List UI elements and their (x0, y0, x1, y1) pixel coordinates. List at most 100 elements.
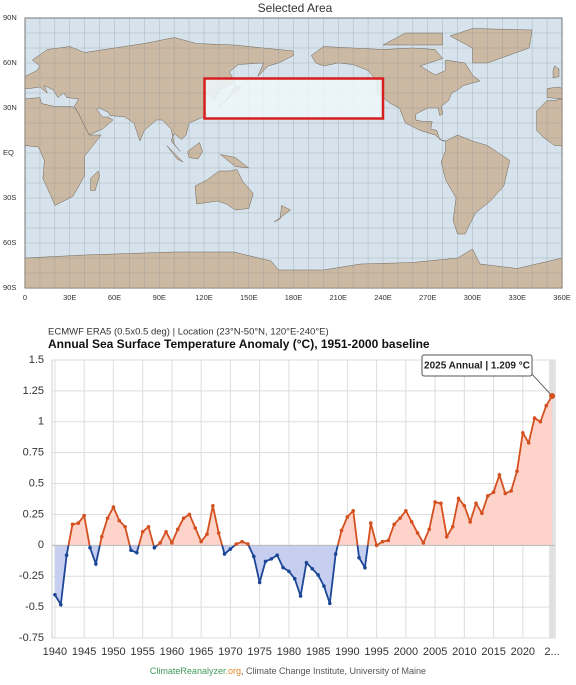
point (526, 440, 531, 445)
point (474, 501, 478, 506)
x-tick-label: 1950 (101, 646, 125, 658)
point (275, 553, 279, 558)
point (450, 525, 455, 529)
point (404, 508, 408, 513)
x-tick-label: 2020 (511, 646, 535, 658)
point (216, 531, 221, 535)
point (363, 565, 367, 570)
point (82, 513, 86, 518)
x-tick-label: 1975 (247, 646, 271, 658)
chart-title: Annual Sea Surface Temperature Anomaly (… (48, 337, 430, 351)
point (187, 512, 192, 517)
point (70, 522, 75, 527)
point (211, 503, 215, 508)
x-tick-label: 2... (544, 646, 559, 658)
x-tick-label: 1965 (189, 646, 213, 658)
point (485, 494, 490, 498)
map-title: Selected Area (258, 1, 333, 15)
point (152, 546, 157, 550)
point (316, 573, 320, 577)
land-mass (90, 170, 100, 191)
y-tick-label: 1.25 (23, 385, 44, 397)
x-tick-label: 1955 (130, 646, 154, 658)
x-tick-label: 1995 (364, 646, 388, 658)
point (205, 532, 209, 537)
point (357, 555, 361, 560)
y-tick-label: -0.75 (19, 632, 44, 644)
point (380, 539, 385, 544)
lat-label: 60N (3, 58, 17, 67)
lon-label: 300E (464, 293, 482, 302)
point (421, 541, 426, 545)
y-tick-label: 0 (38, 539, 44, 551)
point (409, 520, 414, 524)
x-tick-label: 2005 (423, 646, 447, 658)
point (164, 529, 168, 534)
point (322, 584, 326, 588)
land-mass (187, 142, 203, 160)
y-tick-label: 0.75 (23, 447, 44, 459)
point (521, 431, 525, 435)
point (88, 546, 92, 550)
point (228, 547, 233, 551)
point (99, 534, 104, 539)
point (140, 529, 145, 534)
x-tick-label: 1940 (43, 646, 67, 658)
point (333, 552, 338, 556)
point (386, 538, 391, 543)
annotation-leader (529, 371, 553, 397)
y-tick-label: 0.5 (29, 477, 44, 489)
point (240, 539, 244, 544)
point (544, 403, 549, 408)
point (456, 496, 461, 501)
point (58, 602, 63, 607)
x-tick-label: 1985 (306, 646, 330, 658)
negative-line (54, 545, 379, 608)
point (462, 503, 467, 508)
point (181, 516, 186, 520)
chart-subtitle: ECMWF ERA5 (0.5x0.5 deg) | Location (23°… (48, 327, 329, 338)
positive-line (67, 395, 553, 546)
lon-label: 150E (240, 293, 258, 302)
lat-label: EQ (3, 148, 14, 157)
lat-label: 60S (3, 238, 16, 247)
x-tick-label: 1945 (72, 646, 96, 658)
point (304, 560, 309, 565)
point (532, 416, 537, 420)
y-tick-label: 1.5 (29, 354, 44, 366)
x-tick-label: 2010 (452, 646, 476, 658)
point (497, 473, 502, 477)
x-tick-label: 2000 (394, 646, 418, 658)
point (222, 552, 227, 556)
point (398, 516, 402, 520)
lon-label: 240E (374, 293, 392, 302)
plot-area (51, 359, 556, 639)
point (433, 500, 437, 504)
lon-label: 210E (329, 293, 347, 302)
footer-institute: , Climate Change Institute, University o… (241, 666, 426, 676)
lon-label: 270E (419, 293, 437, 302)
point (468, 520, 472, 524)
point (491, 490, 496, 495)
point (298, 594, 303, 598)
land-mass (536, 98, 563, 146)
point (158, 541, 163, 545)
annotation: 2025 Annual | 1.209 °C (424, 361, 530, 372)
point (509, 489, 513, 493)
point (281, 565, 285, 570)
map-grid (25, 18, 562, 288)
point (117, 518, 122, 523)
point (269, 557, 274, 561)
x-tick-label: 2015 (481, 646, 505, 658)
point (257, 580, 262, 585)
point (368, 521, 373, 525)
x-tick-label: 1980 (277, 646, 301, 658)
point (53, 592, 57, 597)
selected-area (203, 77, 385, 120)
map (24, 17, 563, 289)
point (129, 548, 133, 553)
point (146, 525, 151, 529)
point (76, 521, 81, 525)
point (339, 528, 344, 533)
